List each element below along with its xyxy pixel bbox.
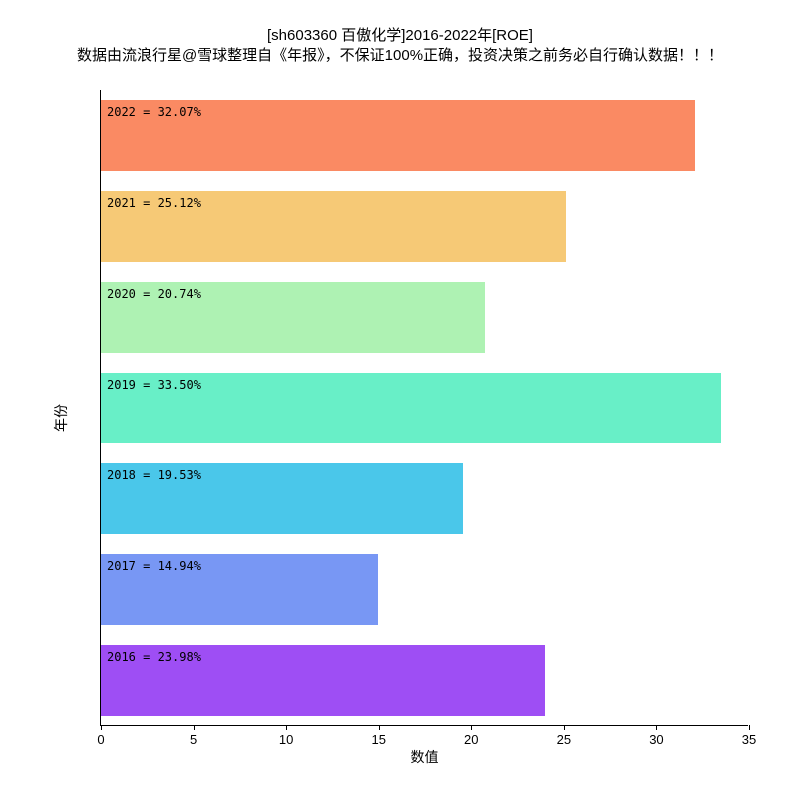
x-tick	[286, 725, 287, 730]
x-tick-label: 0	[97, 732, 104, 747]
x-tick	[194, 725, 195, 730]
x-axis-label: 数值	[411, 747, 439, 767]
x-tick	[471, 725, 472, 730]
bar-label-2020: 2020 = 20.74%	[107, 287, 201, 301]
x-tick	[101, 725, 102, 730]
x-tick-label: 20	[464, 732, 478, 747]
bars-group: 2022 = 32.07% 2021 = 25.12% 2020 = 20.74% 2…	[101, 90, 748, 725]
x-tick	[749, 725, 750, 730]
chart-title-block: [sh603360 百傲化学]2016-2022年[ROE] 数据由流浪行星@雪…	[0, 26, 800, 66]
bar-label-2019: 2019 = 33.50%	[107, 378, 201, 392]
x-tick	[564, 725, 565, 730]
bar-label-2017: 2017 = 14.94%	[107, 559, 201, 573]
x-tick-label: 15	[371, 732, 385, 747]
bar-label-2021: 2021 = 25.12%	[107, 196, 201, 210]
x-tick-label: 35	[742, 732, 756, 747]
bar-label-2018: 2018 = 19.53%	[107, 468, 201, 482]
bar-label-2022: 2022 = 32.07%	[107, 105, 201, 119]
chart-title-line1: [sh603360 百傲化学]2016-2022年[ROE]	[0, 26, 800, 46]
y-axis-label: 年份	[51, 404, 71, 432]
x-tick	[656, 725, 657, 730]
bar-label-2016: 2016 = 23.98%	[107, 650, 201, 664]
chart-title-line2: 数据由流浪行星@雪球整理自《年报》，不保证100%正确，投资决策之前务必自行确认…	[0, 46, 800, 66]
x-tick-label: 5	[190, 732, 197, 747]
x-tick-label: 30	[649, 732, 663, 747]
x-tick-label: 10	[279, 732, 293, 747]
x-tick-label: 25	[557, 732, 571, 747]
chart-container: [sh603360 百傲化学]2016-2022年[ROE] 数据由流浪行星@雪…	[0, 0, 800, 800]
plot-area: 2022 = 32.07% 2021 = 25.12% 2020 = 20.74% 2…	[100, 90, 748, 726]
x-tick	[379, 725, 380, 730]
